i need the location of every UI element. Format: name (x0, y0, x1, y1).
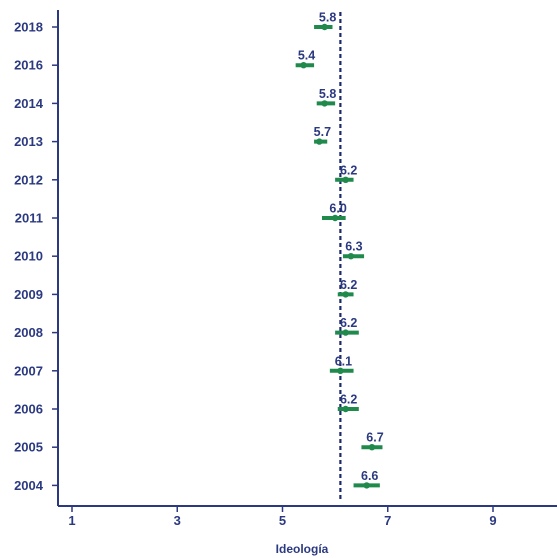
point-marker (321, 100, 328, 107)
data-label: 6.7 (366, 431, 383, 445)
data-point-2004: 6.6 (353, 469, 380, 489)
data-point-2011: 6.0 (321, 202, 347, 222)
data-point-2009: 6.2 (337, 278, 357, 298)
y-tick-label: 2008 (14, 325, 43, 340)
data-point-2012: 6.2 (335, 163, 357, 183)
data-point-2006: 6.2 (337, 393, 359, 413)
point-marker (342, 329, 349, 336)
point-marker (342, 291, 349, 298)
point-marker (300, 61, 307, 69)
data-label: 5.4 (298, 49, 315, 63)
x-tick-label: 3 (174, 513, 181, 528)
data-label: 6.0 (329, 202, 346, 216)
data-label: 6.1 (335, 354, 352, 368)
data-point-2007: 6.1 (329, 354, 354, 374)
data-label: 5.8 (319, 87, 336, 101)
data-point-2013: 5.7 (314, 125, 331, 145)
y-tick-label: 2004 (14, 478, 44, 493)
x-tick-label: 5 (279, 513, 286, 528)
point-marker (316, 138, 323, 145)
x-tick-label: 9 (489, 513, 496, 528)
data-label: 6.2 (340, 278, 357, 292)
y-tick-label: 2018 (14, 20, 43, 35)
y-tick-labels: 2018 2016 2014 2013 2012 2011 2010 2009 2008 2007… (14, 20, 58, 493)
data-label: 6.2 (340, 316, 357, 330)
data-point-2008: 6.2 (335, 316, 359, 336)
data-label: 6.3 (345, 240, 362, 254)
data-label: 6.6 (361, 469, 378, 483)
y-tick-label: 2006 (14, 402, 43, 417)
y-tick-label: 2010 (14, 249, 43, 264)
data-label: 5.8 (319, 11, 336, 25)
x-tick-labels: 1 3 5 7 9 (68, 506, 497, 528)
y-tick-label: 2013 (14, 134, 43, 149)
data-marks: 5.8 5.4 5.8 5.7 6.2 6.0 6.3 6.2 6.2 6.1 6.2 6.7 6.6 (295, 11, 384, 489)
y-tick-label: 2007 (14, 363, 43, 378)
data-point-2014: 5.8 (316, 87, 336, 107)
x-tick-label: 7 (384, 513, 391, 528)
y-tick-label: 2009 (14, 287, 43, 302)
data-label: 6.2 (340, 393, 357, 407)
point-marker (368, 444, 376, 451)
y-tick-label: 2011 (15, 211, 43, 226)
y-tick-label: 2016 (14, 58, 43, 73)
point-marker (347, 253, 355, 260)
point-marker (342, 405, 349, 413)
point-marker (331, 214, 339, 222)
data-point-2005: 6.7 (361, 431, 384, 451)
y-tick-label: 2014 (14, 96, 44, 111)
y-tick-label: 2005 (14, 440, 43, 455)
point-marker (337, 367, 344, 374)
data-label: 6.2 (340, 163, 357, 177)
point-marker (342, 176, 349, 183)
data-point-2018: 5.8 (314, 11, 336, 31)
data-point-2016: 5.4 (295, 49, 315, 69)
x-axis-label: Ideología (276, 542, 329, 556)
y-tick-label: 2012 (14, 172, 43, 187)
point-marker (321, 23, 328, 31)
data-point-2010: 6.3 (343, 240, 365, 260)
data-label: 5.7 (314, 125, 331, 139)
point-marker (363, 482, 370, 489)
axes (57, 10, 557, 507)
x-tick-label: 1 (68, 513, 75, 528)
